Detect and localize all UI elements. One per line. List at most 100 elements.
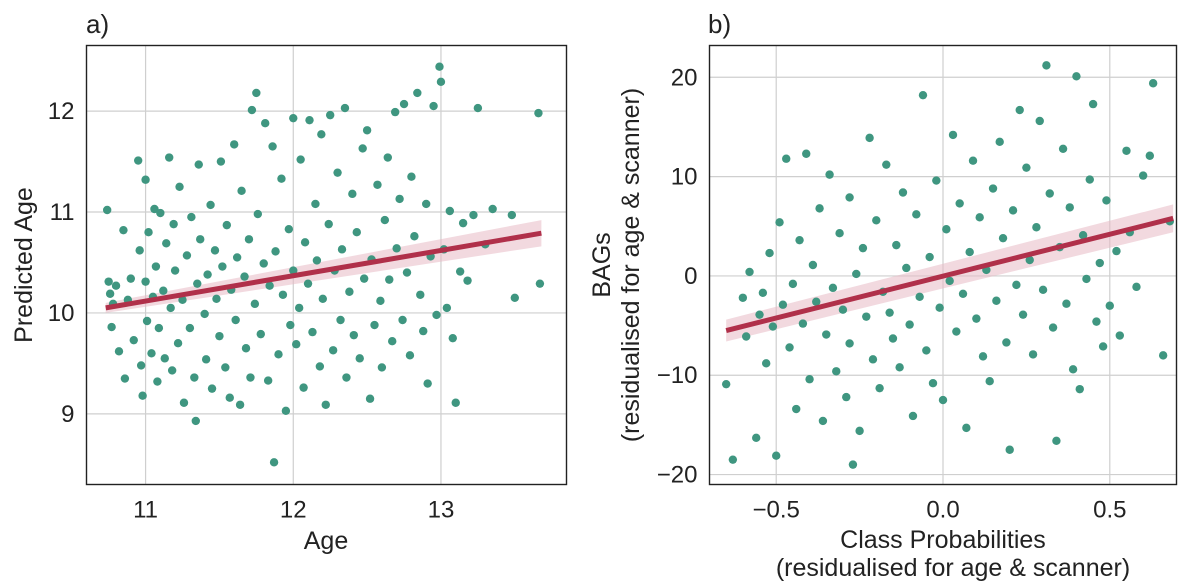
- panel-a-xlabel: Age: [304, 527, 348, 555]
- b-data-point: [1058, 144, 1068, 153]
- b-data-point: [1068, 365, 1078, 374]
- panel-a-xticks: 11 12 13: [133, 497, 454, 524]
- a-data-point: [203, 270, 212, 279]
- a-data-point: [488, 204, 497, 214]
- a-data-point: [321, 400, 330, 409]
- a-data-point: [292, 340, 301, 349]
- a-data-point: [448, 333, 457, 343]
- a-data-point: [432, 310, 441, 320]
- a-data-point: [215, 331, 224, 341]
- panel-a: a) 11 12 13 9 10 11 12 Age Predicted Age: [10, 9, 568, 555]
- b-data-point: [1012, 280, 1021, 290]
- a-data-point: [308, 327, 317, 337]
- b-data-point: [1158, 351, 1168, 360]
- a-xtick-label: 12: [280, 497, 307, 524]
- a-data-point: [135, 246, 144, 255]
- a-data-point: [315, 362, 325, 371]
- a-data-point: [261, 119, 270, 128]
- b-data-point: [765, 248, 774, 258]
- panel-b-ylabel-line2: (residualised for age & scanner): [617, 88, 645, 442]
- panel-b: b) −0.5 0.0 0.5 −20 −10 0 10 20 Class Probabil…: [588, 9, 1178, 582]
- b-data-point: [928, 378, 938, 388]
- a-data-point: [303, 279, 313, 288]
- b-data-point: [1102, 196, 1111, 205]
- a-data-point: [142, 316, 152, 326]
- b-regression-line: [725, 215, 1174, 333]
- b-data-point: [932, 176, 941, 185]
- b-data-point: [1042, 61, 1051, 70]
- b-data-point: [1095, 258, 1104, 268]
- a-data-point: [376, 296, 385, 306]
- b-data-point: [1018, 310, 1028, 319]
- b-data-point: [995, 137, 1004, 147]
- panel-a-yticks: 9 10 11 12: [48, 98, 75, 428]
- a-data-point: [232, 253, 242, 262]
- b-data-point: [825, 170, 834, 179]
- b-data-point: [772, 451, 781, 460]
- a-data-point: [156, 208, 165, 218]
- a-data-point: [451, 398, 460, 407]
- b-data-point: [778, 300, 788, 309]
- a-data-point: [185, 323, 195, 333]
- a-data-point: [256, 329, 265, 339]
- a-data-point: [458, 218, 468, 228]
- a-data-point: [193, 279, 202, 288]
- a-data-point: [333, 168, 342, 177]
- b-data-point: [1138, 171, 1148, 180]
- b-data-point: [978, 352, 988, 361]
- a-data-point: [144, 228, 153, 237]
- panel-b-grid: [709, 45, 1177, 485]
- b-data-point: [958, 289, 968, 299]
- a-data-point: [383, 153, 392, 162]
- a-data-point: [325, 110, 335, 120]
- b-data-point: [1092, 317, 1101, 326]
- a-data-point: [390, 107, 400, 117]
- b-data-point: [885, 308, 894, 317]
- a-data-point: [107, 322, 116, 332]
- a-data-point: [136, 361, 146, 370]
- b-data-point: [882, 160, 891, 169]
- panel-b-xticks: −0.5 0.0 0.5: [753, 497, 1127, 524]
- a-data-point: [370, 320, 379, 330]
- b-data-point: [872, 216, 881, 225]
- a-data-point: [153, 377, 162, 386]
- a-data-point: [229, 140, 239, 149]
- a-data-point: [187, 212, 196, 222]
- b-data-point: [948, 130, 958, 140]
- b-data-point: [728, 455, 738, 464]
- b-data-point: [808, 260, 818, 270]
- a-data-point: [167, 366, 177, 375]
- a-data-point: [102, 205, 112, 215]
- a-data-point: [147, 349, 156, 358]
- b-data-point: [1062, 299, 1071, 308]
- b-ytick-label: 0: [684, 263, 697, 290]
- a-data-point: [235, 400, 245, 409]
- b-data-point: [1085, 175, 1094, 184]
- b-data-point: [952, 327, 961, 336]
- a-data-point: [340, 103, 350, 113]
- a-data-point: [342, 373, 351, 382]
- a-ytick-label: 10: [48, 300, 75, 327]
- a-data-point: [247, 105, 257, 115]
- b-data-point: [1078, 231, 1088, 240]
- b-data-point: [845, 193, 854, 202]
- a-data-point: [349, 330, 359, 340]
- a-data-point: [317, 130, 326, 139]
- b-data-point: [1122, 146, 1131, 155]
- b-xtick-label: 0.5: [1093, 497, 1126, 524]
- b-data-point: [898, 188, 908, 197]
- b-data-point: [938, 395, 948, 405]
- a-data-point: [151, 262, 161, 271]
- b-data-point: [1032, 223, 1041, 232]
- a-data-point: [141, 277, 150, 286]
- a-data-point: [345, 287, 354, 296]
- a-data-point: [324, 219, 333, 229]
- a-data-point: [421, 199, 431, 209]
- b-data-point: [845, 339, 854, 348]
- a-data-point: [359, 274, 369, 283]
- b-data-point: [945, 276, 954, 286]
- b-data-point: [965, 247, 974, 257]
- panel-b-ylabel-line1: BAGs: [588, 232, 616, 297]
- a-ytick-label: 9: [61, 401, 74, 428]
